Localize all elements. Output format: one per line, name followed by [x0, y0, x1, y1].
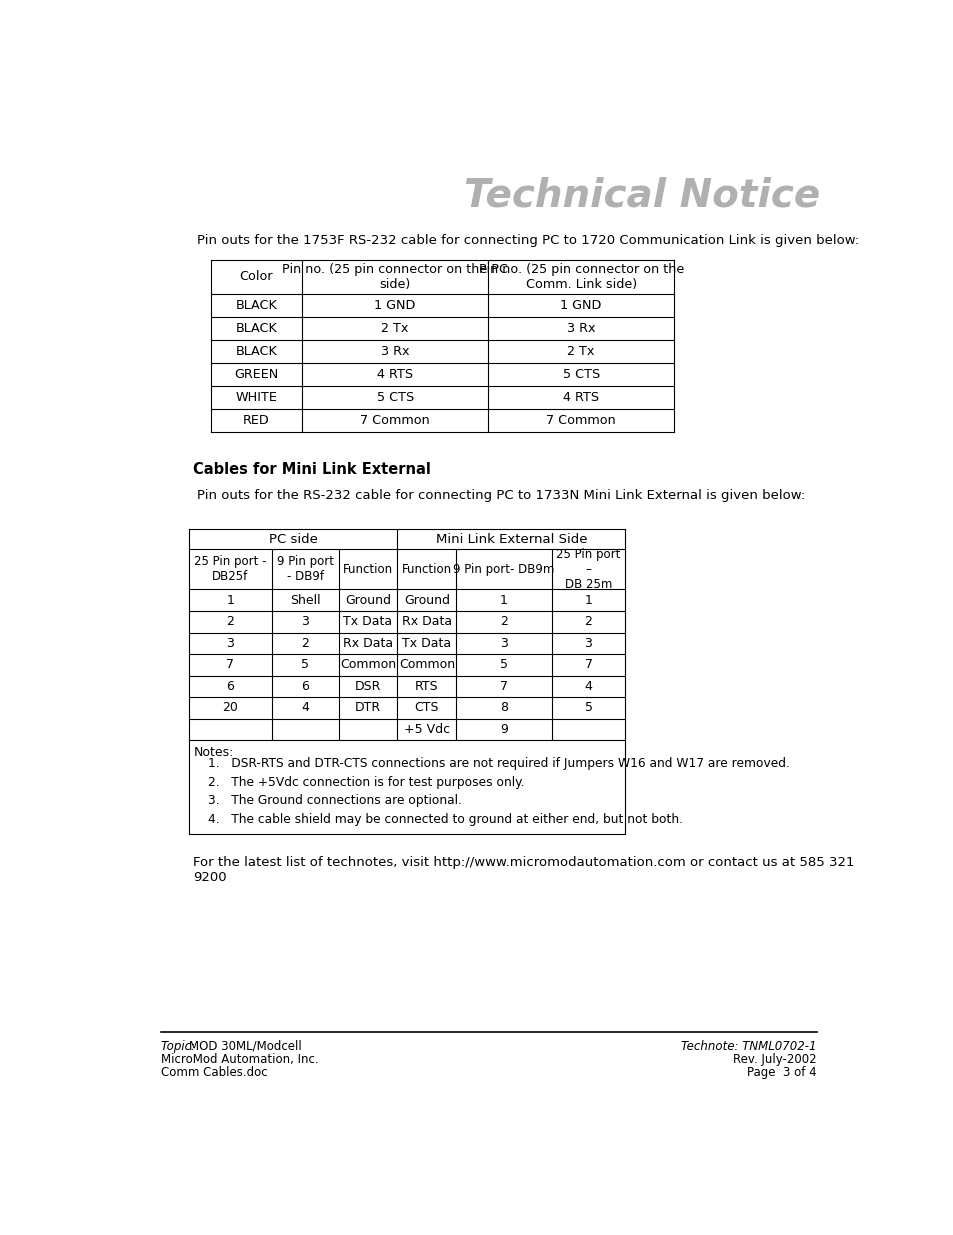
- Text: For the latest list of technotes, visit http://www.micromodautomation.com or con: For the latest list of technotes, visit …: [193, 856, 854, 884]
- Text: Pin outs for the RS-232 cable for connecting PC to 1733N Mini Link External is g: Pin outs for the RS-232 cable for connec…: [196, 489, 804, 503]
- Text: 2.   The +5Vdc connection is for test purposes only.: 2. The +5Vdc connection is for test purp…: [208, 776, 523, 789]
- Text: DTR: DTR: [355, 701, 380, 715]
- Text: 3: 3: [584, 637, 592, 650]
- Text: CTS: CTS: [415, 701, 438, 715]
- Text: RED: RED: [243, 414, 270, 427]
- Text: 2: 2: [584, 615, 592, 629]
- Text: 2: 2: [301, 637, 309, 650]
- Text: Rev. July-2002: Rev. July-2002: [732, 1053, 816, 1066]
- Text: 8: 8: [499, 701, 508, 715]
- Text: 2: 2: [226, 615, 234, 629]
- Text: Function: Function: [342, 563, 393, 576]
- Text: 4 RTS: 4 RTS: [562, 391, 598, 404]
- Text: Pin outs for the 1753F RS-232 cable for connecting PC to 1720 Communication Link: Pin outs for the 1753F RS-232 cable for …: [196, 235, 858, 247]
- Text: 5: 5: [584, 701, 592, 715]
- Text: 5 CTS: 5 CTS: [562, 368, 599, 382]
- Text: 7: 7: [226, 658, 234, 672]
- Text: Ground: Ground: [403, 594, 450, 606]
- Text: 3: 3: [301, 615, 309, 629]
- Text: Page  3 of 4: Page 3 of 4: [746, 1066, 816, 1079]
- Text: 3: 3: [226, 637, 234, 650]
- Text: 6: 6: [301, 680, 309, 693]
- Text: PC side: PC side: [269, 532, 317, 546]
- Text: Pin no. (25 pin connector on the PC
side): Pin no. (25 pin connector on the PC side…: [282, 263, 508, 290]
- Text: +5 Vdc: +5 Vdc: [403, 722, 450, 736]
- Text: 7 Common: 7 Common: [546, 414, 616, 427]
- Text: 3 Rx: 3 Rx: [380, 345, 409, 358]
- Text: WHITE: WHITE: [235, 391, 277, 404]
- Text: 3: 3: [499, 637, 507, 650]
- Text: Ground: Ground: [345, 594, 391, 606]
- Text: 9 Pin port- DB9m: 9 Pin port- DB9m: [453, 563, 554, 576]
- Text: MicroMod Automation, Inc.: MicroMod Automation, Inc.: [161, 1053, 318, 1066]
- Text: Cables for Mini Link External: Cables for Mini Link External: [193, 462, 431, 477]
- Text: 1: 1: [499, 594, 507, 606]
- Text: 25 Pin port
–
DB 25m: 25 Pin port – DB 25m: [556, 548, 620, 590]
- Text: 1 GND: 1 GND: [375, 299, 416, 311]
- Text: BLACK: BLACK: [235, 345, 277, 358]
- Text: Common: Common: [398, 658, 455, 672]
- Text: 20: 20: [222, 701, 238, 715]
- Text: 3 Rx: 3 Rx: [566, 322, 595, 335]
- Text: Tx Data: Tx Data: [343, 615, 393, 629]
- Text: 2 Tx: 2 Tx: [381, 322, 409, 335]
- Text: Technical Notice: Technical Notice: [464, 177, 820, 215]
- Text: Color: Color: [239, 270, 273, 283]
- Text: 2: 2: [499, 615, 507, 629]
- Text: Pin no. (25 pin connector on the
Comm. Link side): Pin no. (25 pin connector on the Comm. L…: [478, 263, 683, 290]
- Text: RTS: RTS: [415, 680, 438, 693]
- Text: Mini Link External Side: Mini Link External Side: [436, 532, 586, 546]
- Text: 5: 5: [499, 658, 508, 672]
- Text: 2 Tx: 2 Tx: [567, 345, 595, 358]
- Text: Common: Common: [339, 658, 395, 672]
- Text: Comm Cables.doc: Comm Cables.doc: [161, 1066, 268, 1079]
- Text: Rx Data: Rx Data: [342, 637, 393, 650]
- Text: 7: 7: [584, 658, 592, 672]
- Text: 5 CTS: 5 CTS: [376, 391, 414, 404]
- Text: MOD 30ML/Modcell: MOD 30ML/Modcell: [189, 1040, 301, 1053]
- Text: 3.   The Ground connections are optional.: 3. The Ground connections are optional.: [208, 794, 461, 808]
- Text: Rx Data: Rx Data: [401, 615, 452, 629]
- Text: 1: 1: [226, 594, 234, 606]
- Text: 5: 5: [301, 658, 309, 672]
- Text: 1.   DSR-RTS and DTR-CTS connections are not required if Jumpers W16 and W17 are: 1. DSR-RTS and DTR-CTS connections are n…: [208, 757, 789, 771]
- Text: 4.   The cable shield may be connected to ground at either end, but not both.: 4. The cable shield may be connected to …: [208, 813, 682, 826]
- Text: Topic:: Topic:: [161, 1040, 199, 1053]
- Text: GREEN: GREEN: [234, 368, 278, 382]
- Text: 9 Pin port
- DB9f: 9 Pin port - DB9f: [276, 556, 334, 583]
- Text: DSR: DSR: [355, 680, 381, 693]
- Text: Tx Data: Tx Data: [402, 637, 451, 650]
- Text: 7 Common: 7 Common: [360, 414, 430, 427]
- Text: BLACK: BLACK: [235, 299, 277, 311]
- Text: Notes:: Notes:: [193, 746, 233, 760]
- Text: 4 RTS: 4 RTS: [376, 368, 413, 382]
- Text: 1: 1: [584, 594, 592, 606]
- Text: Technote: TNML0702-1: Technote: TNML0702-1: [680, 1040, 816, 1053]
- Text: 9: 9: [499, 722, 507, 736]
- Text: Shell: Shell: [290, 594, 320, 606]
- Text: Function: Function: [401, 563, 452, 576]
- Text: 25 Pin port -
DB25f: 25 Pin port - DB25f: [194, 556, 267, 583]
- Text: BLACK: BLACK: [235, 322, 277, 335]
- Text: 7: 7: [499, 680, 508, 693]
- Text: 4: 4: [301, 701, 309, 715]
- Text: 4: 4: [584, 680, 592, 693]
- Text: 1 GND: 1 GND: [559, 299, 601, 311]
- Text: 6: 6: [226, 680, 234, 693]
